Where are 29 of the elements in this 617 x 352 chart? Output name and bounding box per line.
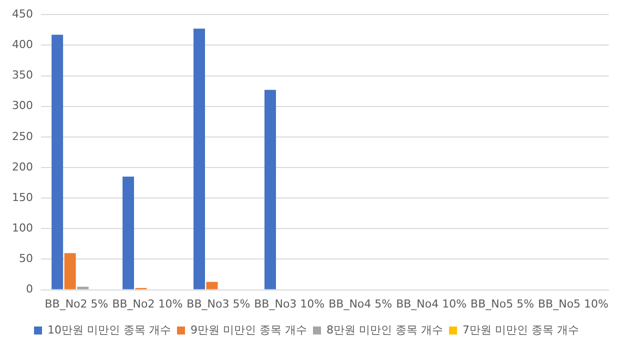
x-tick-label: BB_No2 5%	[44, 297, 108, 310]
bar	[264, 90, 276, 290]
bar	[122, 176, 134, 290]
x-tick-label: BB_No4 10%	[396, 297, 467, 310]
legend-label: 8만원 미만인 종목 개수	[326, 323, 443, 336]
bar	[52, 34, 64, 290]
y-tick-label: 100	[12, 222, 33, 235]
y-tick-label: 50	[18, 252, 33, 266]
legend-label: 9만원 미만인 종목 개수	[190, 323, 308, 336]
y-tick-label: 450	[12, 7, 33, 20]
y-tick-label: 0	[26, 282, 33, 296]
x-tick-label: BB_No5 10%	[538, 297, 608, 310]
bar	[194, 28, 205, 290]
x-tick-label: BB_No2 10%	[112, 297, 183, 310]
y-tick-label: 300	[12, 99, 33, 112]
y-tick-label: 200	[12, 160, 33, 174]
legend-label: 10만원 미만인 종목 개수	[48, 323, 172, 336]
x-tick-label: BB_No5 5%	[470, 297, 534, 310]
y-tick-label: 350	[12, 68, 33, 82]
x-tick-label: BB_No3 10%	[254, 297, 325, 310]
legend-label: 7만원 미만인 종목 개수	[462, 323, 579, 336]
x-tick-label: BB_No3 5%	[186, 297, 250, 310]
bar	[77, 286, 89, 290]
x-tick-label: BB_No4 5%	[328, 297, 392, 310]
y-tick-label: 150	[12, 190, 33, 204]
y-tick-label: 400	[12, 38, 33, 52]
bar	[206, 282, 218, 290]
y-tick-label: 250	[12, 130, 33, 143]
bar	[64, 253, 76, 290]
